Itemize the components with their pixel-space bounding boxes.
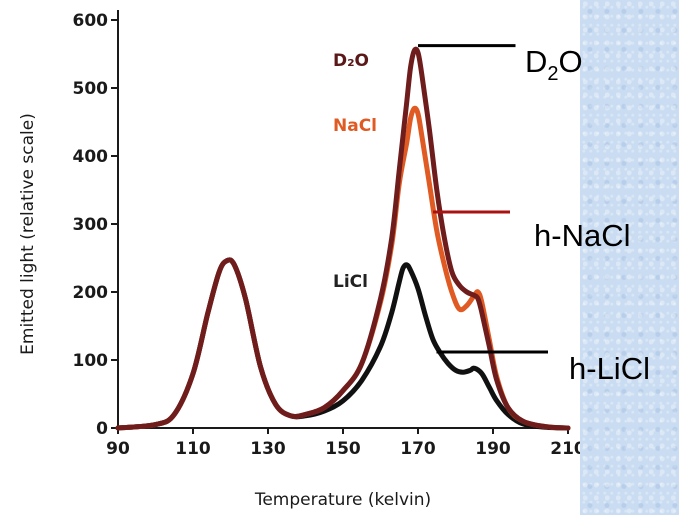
legend-label: LiCl xyxy=(333,272,368,292)
y-tick-label: 500 xyxy=(73,79,109,99)
x-tick-label: 150 xyxy=(325,439,361,459)
y-tick-label: 0 xyxy=(96,419,108,439)
x-tick-label: 170 xyxy=(400,439,436,459)
x-tick-label: 130 xyxy=(250,439,286,459)
annotation-label-d2o: D2O xyxy=(525,44,583,85)
legend: D₂O NaCl LiCl xyxy=(333,51,377,292)
y-tick-label: 400 xyxy=(73,147,109,167)
y-tick-label: 200 xyxy=(73,283,109,303)
y-tick-label: 100 xyxy=(73,351,109,371)
chart-panel: 0 100 200 300 400 500 600 90 110 130 150 170 190 210 … xyxy=(0,0,580,515)
y-tick-label: 600 xyxy=(73,11,109,31)
annotation-label-nacl: h-NaCl xyxy=(534,218,630,253)
x-tick-label: 210 xyxy=(550,439,580,459)
x-axis-title: Temperature (kelvin) xyxy=(254,490,431,510)
y-tick-label: 300 xyxy=(73,215,109,235)
legend-label: D₂O xyxy=(333,51,369,71)
axes: 0 100 200 300 400 500 600 90 110 130 150 170 190 210 xyxy=(73,10,580,459)
legend-label: NaCl xyxy=(333,116,377,136)
x-tick-label: 90 xyxy=(106,439,130,459)
annotation-label-licl: h-LiCl xyxy=(569,351,650,386)
x-tick-label: 190 xyxy=(475,439,511,459)
x-tick-label: 110 xyxy=(175,439,211,459)
series-line-d2o xyxy=(115,46,571,431)
y-axis-title: Emitted light (relative scale) xyxy=(18,113,38,355)
series-layer xyxy=(115,46,571,431)
